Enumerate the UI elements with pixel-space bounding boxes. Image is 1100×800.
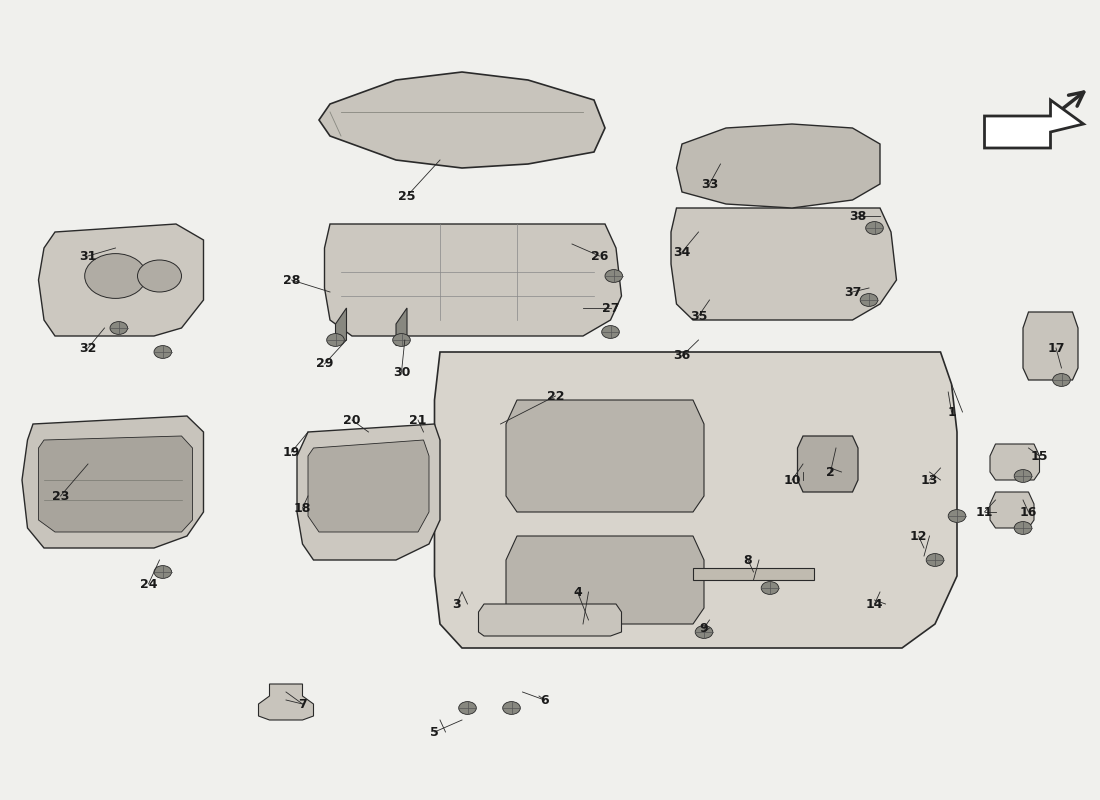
Text: 19: 19: [283, 446, 300, 458]
Text: 9: 9: [700, 622, 708, 634]
Circle shape: [602, 326, 619, 338]
Circle shape: [459, 702, 476, 714]
Circle shape: [154, 566, 172, 578]
Polygon shape: [297, 424, 440, 560]
Text: 1: 1: [947, 406, 956, 418]
Circle shape: [85, 254, 146, 298]
Text: 18: 18: [294, 502, 311, 514]
Text: 3: 3: [452, 598, 461, 610]
Polygon shape: [990, 492, 1034, 528]
Circle shape: [138, 260, 182, 292]
Polygon shape: [336, 308, 346, 346]
Text: 13: 13: [921, 474, 938, 486]
Circle shape: [866, 222, 883, 234]
Text: 30: 30: [393, 366, 410, 378]
Polygon shape: [676, 124, 880, 208]
Polygon shape: [478, 604, 622, 636]
Text: 8: 8: [744, 554, 752, 566]
Circle shape: [503, 702, 520, 714]
Text: 7: 7: [298, 698, 307, 710]
Circle shape: [926, 554, 944, 566]
Text: 29: 29: [316, 358, 333, 370]
Text: 4: 4: [573, 586, 582, 598]
Circle shape: [860, 294, 878, 306]
Circle shape: [393, 334, 410, 346]
Text: 16: 16: [1020, 506, 1037, 518]
Polygon shape: [1023, 312, 1078, 380]
Polygon shape: [506, 536, 704, 624]
Text: 37: 37: [844, 286, 861, 298]
Circle shape: [605, 270, 623, 282]
Text: 36: 36: [673, 350, 691, 362]
Polygon shape: [434, 352, 957, 648]
Polygon shape: [671, 208, 896, 320]
Text: 28: 28: [283, 274, 300, 286]
Text: 11: 11: [976, 506, 993, 518]
Polygon shape: [324, 224, 622, 336]
Circle shape: [948, 510, 966, 522]
Polygon shape: [396, 308, 407, 346]
Text: 10: 10: [783, 474, 801, 486]
Polygon shape: [22, 416, 204, 548]
Polygon shape: [984, 100, 1084, 148]
Text: 35: 35: [690, 310, 707, 322]
Text: 34: 34: [673, 246, 691, 258]
Text: 27: 27: [602, 302, 619, 314]
Circle shape: [1014, 470, 1032, 482]
Text: 32: 32: [79, 342, 97, 354]
Polygon shape: [693, 568, 814, 580]
Text: 25: 25: [398, 190, 416, 202]
Text: 2: 2: [826, 466, 835, 478]
Text: 5: 5: [430, 726, 439, 738]
Polygon shape: [506, 400, 704, 512]
Circle shape: [695, 626, 713, 638]
Text: 17: 17: [1047, 342, 1065, 354]
Text: 20: 20: [343, 414, 361, 426]
Circle shape: [327, 334, 344, 346]
Text: 12: 12: [910, 530, 927, 542]
Polygon shape: [39, 436, 192, 532]
Circle shape: [154, 346, 172, 358]
Polygon shape: [798, 436, 858, 492]
Text: 6: 6: [540, 694, 549, 706]
Circle shape: [761, 582, 779, 594]
Text: 15: 15: [1031, 450, 1048, 462]
Text: 21: 21: [409, 414, 427, 426]
Circle shape: [110, 322, 128, 334]
Polygon shape: [319, 72, 605, 168]
Polygon shape: [990, 444, 1040, 480]
Text: 14: 14: [866, 598, 883, 610]
Text: 33: 33: [701, 178, 718, 190]
Text: 24: 24: [140, 578, 157, 590]
Polygon shape: [258, 684, 314, 720]
Polygon shape: [308, 440, 429, 532]
Text: 38: 38: [849, 210, 867, 222]
Text: 22: 22: [547, 390, 564, 402]
Text: 26: 26: [591, 250, 608, 262]
Polygon shape: [39, 224, 204, 336]
Text: 23: 23: [52, 490, 69, 502]
Circle shape: [1053, 374, 1070, 386]
Circle shape: [1014, 522, 1032, 534]
Text: 31: 31: [79, 250, 97, 262]
